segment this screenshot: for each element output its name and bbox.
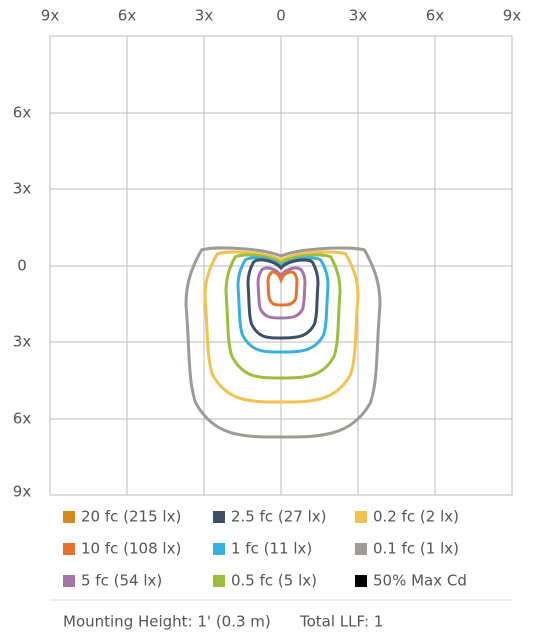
grid: [50, 36, 512, 495]
legend-label: 10 fc (108 lx): [81, 540, 181, 558]
legend-label: 20 fc (215 lx): [81, 508, 181, 526]
legend-swatch: [63, 575, 75, 587]
contours: [184, 246, 382, 439]
legend-label: 0.1 fc (1 lx): [373, 540, 459, 558]
left-label: 0: [17, 257, 27, 275]
legend-swatch: [355, 543, 367, 555]
legend-label: 1 fc (11 lx): [231, 540, 312, 558]
top-label: 3x: [195, 7, 214, 25]
left-label: 3x: [13, 333, 32, 351]
left-label: 6x: [13, 104, 32, 122]
contour: [224, 253, 342, 380]
top-label: 6x: [426, 7, 445, 25]
contour: [246, 258, 320, 340]
top-label: 9x: [41, 7, 60, 25]
legend-swatch: [213, 575, 225, 587]
footer-mounting: Mounting Height: 1' (0.3 m): [63, 613, 271, 631]
legend-label: 5 fc (54 lx): [81, 572, 162, 590]
legend-swatch: [355, 511, 367, 523]
legend-swatch: [213, 543, 225, 555]
contour: [266, 270, 299, 307]
legend-swatch: [63, 543, 75, 555]
legend-label: 0.2 fc (2 lx): [373, 508, 459, 526]
footer-llf: Total LLF: 1: [299, 613, 383, 631]
legend-label: 50% Max Cd: [373, 572, 467, 590]
top-label: 0: [276, 7, 286, 25]
legend-swatch: [63, 511, 75, 523]
left-label: 3x: [13, 180, 32, 198]
top-label: 3x: [349, 7, 368, 25]
top-label: 6x: [118, 7, 137, 25]
legend-swatch: [213, 511, 225, 523]
top-label: 9x: [503, 7, 522, 25]
legend-label: 0.5 fc (5 lx): [231, 572, 317, 590]
contour: [203, 250, 360, 404]
contour: [184, 246, 382, 439]
legend-label: 2.5 fc (27 lx): [231, 508, 327, 526]
left-label: 6x: [13, 410, 32, 428]
left-label: 9x: [13, 483, 32, 501]
contour: [236, 256, 330, 354]
contour: [256, 266, 307, 320]
legend-swatch: [355, 575, 367, 587]
